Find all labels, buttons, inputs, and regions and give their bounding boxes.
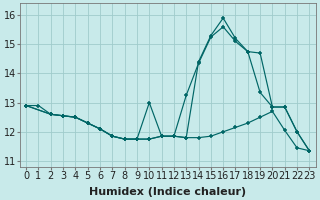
X-axis label: Humidex (Indice chaleur): Humidex (Indice chaleur) bbox=[89, 187, 246, 197]
